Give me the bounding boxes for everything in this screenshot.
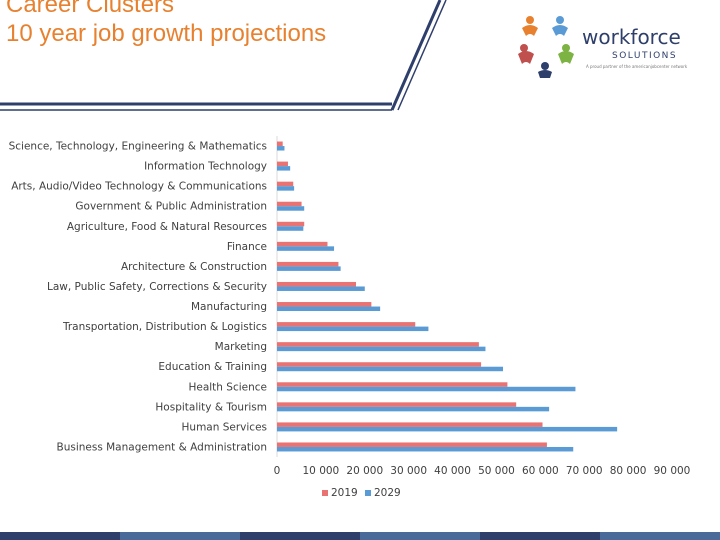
bar-2029 xyxy=(277,306,381,312)
bar-2019 xyxy=(277,342,479,347)
category-label: Human Services xyxy=(182,421,267,433)
x-tick-label: 0 xyxy=(274,465,281,477)
legend-label-2029: 2029 xyxy=(374,487,401,499)
bar-2019 xyxy=(277,281,356,287)
bar-2019 xyxy=(277,141,283,147)
x-tick-label: 30 000 xyxy=(390,465,427,477)
slide-title-line2: 10 year job growth projections xyxy=(6,20,327,47)
bar-2019 xyxy=(277,442,547,447)
bar-2029 xyxy=(277,286,365,291)
bar-2019 xyxy=(277,382,508,387)
logo-name-sub: SOLUTIONS xyxy=(612,51,677,61)
category-label: Science, Technology, Engineering & Mathe… xyxy=(9,141,267,153)
category-label: Agriculture, Food & Natural Resources xyxy=(67,221,267,233)
category-label: Finance xyxy=(227,241,267,253)
category-label: Education & Training xyxy=(158,361,267,373)
slide-title: Career Clusters 10 year job growth proje… xyxy=(6,0,326,48)
slide-title-line1: Career Clusters xyxy=(6,0,175,18)
category-label: Arts, Audio/Video Technology & Communica… xyxy=(11,181,267,193)
bar-2029 xyxy=(277,186,295,191)
legend-label-2019: 2019 xyxy=(331,487,358,499)
bar-2029 xyxy=(277,446,574,452)
x-tick-label: 90 000 xyxy=(654,465,691,477)
bar-2019 xyxy=(277,261,339,267)
footer-stripe-segment xyxy=(0,532,120,540)
logo-name-main: workforce xyxy=(582,25,681,49)
people-circle-icon xyxy=(518,16,574,78)
bar-2029 xyxy=(277,266,341,271)
bars-group xyxy=(276,136,618,457)
bar-2029 xyxy=(277,386,576,392)
bar-2029 xyxy=(277,366,504,372)
bar-2019 xyxy=(277,221,305,227)
footer-stripe-segment xyxy=(240,532,360,540)
legend-swatch-2019 xyxy=(322,490,328,496)
bar-2029 xyxy=(277,346,486,352)
footer-stripe-segment xyxy=(480,532,600,540)
bar-2029 xyxy=(277,326,429,332)
bar-2029 xyxy=(277,166,291,171)
category-label: Marketing xyxy=(215,341,267,353)
category-label: Manufacturing xyxy=(191,301,267,313)
bar-2029 xyxy=(277,206,305,211)
bar-2019 xyxy=(277,362,482,367)
legend-swatch-2029 xyxy=(365,490,371,496)
x-tick-label: 70 000 xyxy=(566,465,603,477)
x-tick-label: 80 000 xyxy=(610,465,647,477)
bar-2019 xyxy=(277,322,416,327)
bar-2019 xyxy=(277,201,302,207)
category-label: Health Science xyxy=(188,381,267,393)
title-diagonal xyxy=(390,0,442,111)
x-tick-label: 20 000 xyxy=(346,465,383,477)
x-tick-label: 40 000 xyxy=(434,465,471,477)
bar-2029 xyxy=(277,246,335,251)
category-label: Information Technology xyxy=(144,161,267,173)
bar-2029 xyxy=(277,226,304,231)
category-label: Hospitality & Tourism xyxy=(155,401,267,413)
x-tick-label: 10 000 xyxy=(303,465,340,477)
x-tick-label: 50 000 xyxy=(478,465,515,477)
bar-2019 xyxy=(277,161,288,167)
category-label: Business Management & Administration xyxy=(56,441,267,453)
footer-stripe-segment xyxy=(120,532,240,540)
x-axis-ticks: 0 10 000 20 000 30 000 40 000 50 000 60 000 70 … xyxy=(274,465,691,477)
x-tick-label: 60 000 xyxy=(522,465,559,477)
category-label: Architecture & Construction xyxy=(121,261,267,273)
bar-2029 xyxy=(277,426,618,432)
logo-tagline: A proud partner of the americanjobcenter… xyxy=(586,64,688,69)
legend: 2019 2029 xyxy=(322,487,401,499)
category-label: Transportation, Distribution & Logistics xyxy=(62,321,267,333)
category-label: Law, Public Safety, Corrections & Securi… xyxy=(47,281,267,293)
bar-2019 xyxy=(277,302,372,307)
bar-2019 xyxy=(277,422,543,427)
footer-stripe xyxy=(0,532,720,540)
bar-2019 xyxy=(277,241,328,247)
bar-2019 xyxy=(277,181,294,187)
category-label: Government & Public Administration xyxy=(75,201,267,213)
footer-stripe-segment xyxy=(600,532,720,540)
bar-2029 xyxy=(277,146,285,151)
footer-stripe-segment xyxy=(360,532,480,540)
title-decoration xyxy=(0,0,447,111)
category-labels: Science, Technology, Engineering & Mathe… xyxy=(9,141,267,454)
title-diagonal-thin xyxy=(397,0,447,111)
workforce-solutions-logo: workforce SOLUTIONS A proud partner of t… xyxy=(518,16,688,78)
bar-2029 xyxy=(277,406,550,412)
bar-2019 xyxy=(277,402,517,407)
